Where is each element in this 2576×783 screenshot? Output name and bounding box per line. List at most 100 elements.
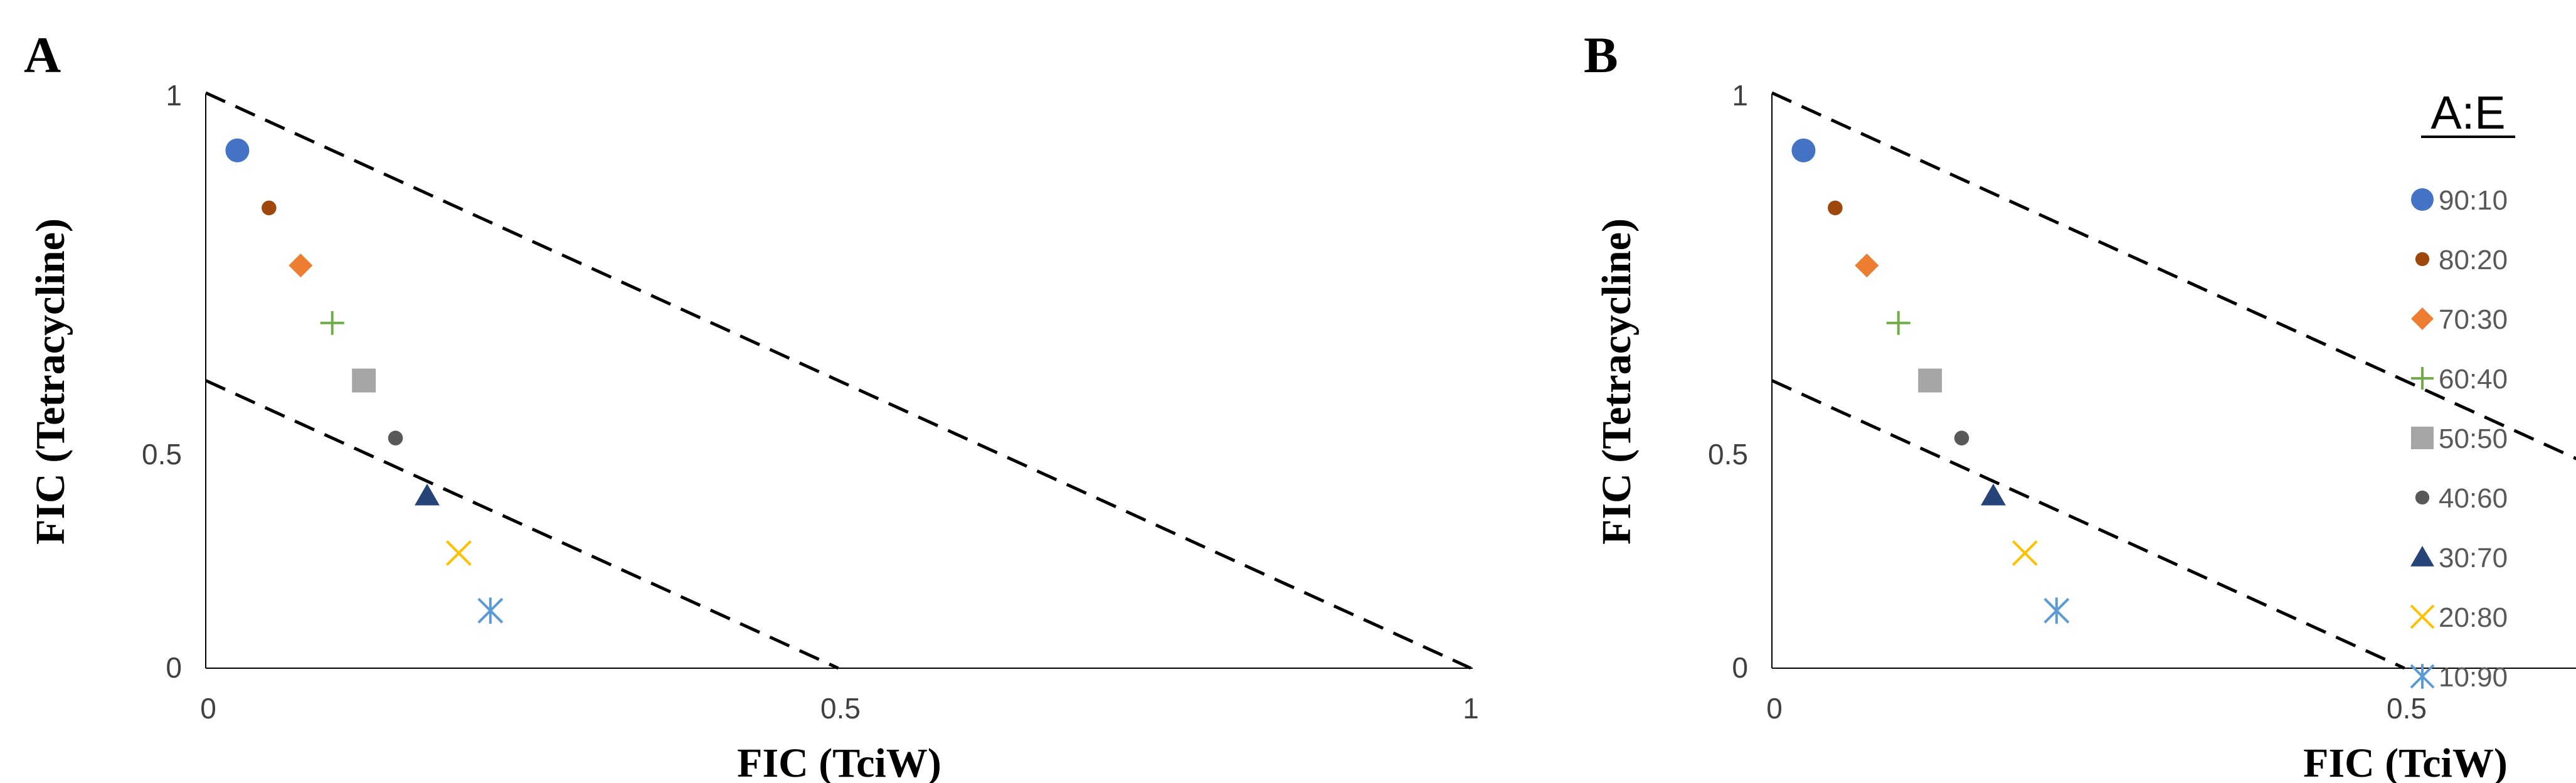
- legend-item-50-50: 50:50: [2411, 423, 2508, 454]
- legend-item-10-90: 10:90: [2410, 662, 2508, 693]
- panel-b-y-axis-title: FIC (Tetracycline): [1594, 218, 1640, 545]
- panel-a-xtick-1: 1: [1463, 692, 1479, 725]
- panel-a: A 1 0.5 0 0 0.5 1 FIC (TciW) FIC (Tetrac…: [24, 26, 1479, 783]
- panel-a-point-50-50-shape: [352, 368, 376, 393]
- panel-a-point-30-70: [415, 483, 440, 506]
- legend-label-80-20: 80:20: [2439, 245, 2508, 275]
- legend-label-50-50: 50:50: [2439, 423, 2508, 454]
- panel-b-xtick-0-5: 0.5: [2387, 692, 2427, 725]
- legend-marker-60-40-shape: [2411, 367, 2434, 390]
- panel-a-x-axis-title: FIC (TciW): [737, 740, 941, 783]
- panel-b-point-50-50: [1918, 368, 1943, 393]
- panel-b: B 1 0.5 0 0 0.5 1 FIC (TciW) FIC (Tetrac…: [1584, 26, 2576, 783]
- panel-a-data-points: [225, 138, 504, 624]
- panel-a-point-30-70-shape: [415, 483, 440, 506]
- legend-marker-40-60: [2415, 490, 2430, 505]
- legend-marker-70-30-shape: [2411, 307, 2434, 330]
- panel-b-ytick-1: 1: [1732, 79, 1748, 112]
- panel-a-point-40-60-shape: [388, 430, 403, 445]
- legend-marker-20-80: [2410, 604, 2435, 629]
- legend-label-30-70: 30:70: [2439, 543, 2508, 573]
- panel-a-point-10-90-shape: [477, 597, 504, 624]
- legend-marker-90-10-shape: [2411, 188, 2434, 211]
- panel-b-reference-line-1: [1771, 91, 2576, 461]
- panel-b-point-60-40: [1886, 311, 1911, 335]
- panel-b-point-40-60-shape: [1954, 430, 1969, 445]
- legend-item-80-20: 80:20: [2415, 245, 2508, 275]
- panel-a-point-80-20-shape: [262, 200, 277, 216]
- panel-b-point-50-50-shape: [1918, 368, 1943, 393]
- legend-label-90-10: 90:10: [2439, 185, 2508, 216]
- panel-b-point-30-70: [1981, 483, 2006, 506]
- panel-a-point-20-80-shape: [445, 540, 472, 567]
- legend-label-20-80: 20:80: [2439, 602, 2508, 633]
- panel-b-point-20-80-shape: [2012, 540, 2038, 567]
- legend-item-30-70: 30:70: [2410, 543, 2508, 573]
- legend-item-70-30: 70:30: [2411, 304, 2508, 335]
- panel-b-data-points: [1791, 138, 2070, 624]
- panel-a-point-60-40: [320, 311, 344, 335]
- panel-a-reference-line-2: [204, 379, 839, 670]
- legend-marker-90-10: [2411, 188, 2434, 211]
- legend-marker-60-40: [2411, 367, 2434, 390]
- panel-a-ytick-0: 0: [166, 651, 182, 684]
- panel-b-reference-lines: [1771, 91, 2576, 670]
- legend-marker-10-90-shape: [2410, 664, 2435, 689]
- panel-a-point-90-10: [225, 138, 250, 162]
- panel-a-point-50-50: [352, 368, 376, 393]
- panel-b-point-10-90-shape: [2043, 597, 2070, 624]
- legend-marker-80-20-shape: [2415, 252, 2430, 267]
- panel-b-ytick-0-5: 0.5: [1708, 438, 1748, 471]
- legend-marker-20-80-shape: [2410, 604, 2435, 629]
- panel-b-point-10-90: [2043, 597, 2070, 624]
- legend-item-60-40: 60:40: [2411, 364, 2508, 395]
- panel-b-point-70-30-shape: [1855, 253, 1879, 278]
- legend-marker-40-60-shape: [2415, 490, 2430, 505]
- panel-a-xtick-0: 0: [200, 692, 216, 725]
- panel-a-point-20-80: [445, 540, 472, 567]
- panel-b-point-20-80: [2012, 540, 2038, 567]
- panel-a-point-70-30: [289, 253, 313, 278]
- panel-b-point-80-20: [1828, 200, 1843, 216]
- panel-a-point-10-90: [477, 597, 504, 624]
- legend-marker-50-50: [2411, 427, 2434, 449]
- panel-b-point-60-40-shape: [1886, 311, 1911, 335]
- panel-b-ytick-0: 0: [1732, 651, 1748, 684]
- legend-label-60-40: 60:40: [2439, 364, 2508, 395]
- legend-marker-70-30: [2411, 307, 2434, 330]
- panel-b-point-90-10-shape: [1791, 138, 1816, 162]
- legend-item-90-10: 90:10: [2411, 185, 2508, 216]
- panel-b-reference-line-2: [1771, 379, 2405, 670]
- panel-a-point-70-30-shape: [289, 253, 313, 278]
- panel-a-xtick-0-5: 0.5: [820, 692, 861, 725]
- legend-marker-10-90: [2410, 664, 2435, 689]
- panel-a-letter: A: [24, 26, 61, 83]
- legend-marker-30-70: [2410, 546, 2434, 567]
- legend-marker-30-70-shape: [2410, 546, 2434, 567]
- legend-item-40-60: 40:60: [2415, 483, 2508, 514]
- panel-a-ytick-0-5: 0.5: [142, 438, 182, 471]
- panel-a-point-90-10-shape: [225, 138, 250, 162]
- panel-a-point-80-20: [262, 200, 277, 216]
- legend-marker-50-50-shape: [2411, 427, 2434, 449]
- panel-b-x-axis-title: FIC (TciW): [2303, 740, 2508, 783]
- panel-a-point-60-40-shape: [320, 311, 344, 335]
- panel-b-point-80-20-shape: [1828, 200, 1843, 216]
- legend-label-10-90: 10:90: [2439, 662, 2508, 693]
- legend-marker-80-20: [2415, 252, 2430, 267]
- panel-a-reference-lines: [204, 91, 1472, 670]
- legend: A:E 90:10 80:20 70:30 60:40 50:50 40:60 30:70 2…: [2410, 87, 2515, 693]
- panel-b-point-40-60: [1954, 430, 1969, 445]
- panel-b-point-90-10: [1791, 138, 1816, 162]
- panel-a-y-axis-title: FIC (Tetracycline): [28, 218, 73, 545]
- legend-item-20-80: 20:80: [2410, 602, 2508, 633]
- legend-label-70-30: 70:30: [2439, 304, 2508, 335]
- legend-title: A:E: [2430, 87, 2505, 139]
- panel-b-xtick-0: 0: [1766, 692, 1783, 725]
- panel-b-letter: B: [1584, 26, 1618, 83]
- legend-label-40-60: 40:60: [2439, 483, 2508, 514]
- panel-a-reference-line-1: [204, 91, 1472, 670]
- panel-b-point-30-70-shape: [1981, 483, 2006, 506]
- panel-a-point-40-60: [388, 430, 403, 445]
